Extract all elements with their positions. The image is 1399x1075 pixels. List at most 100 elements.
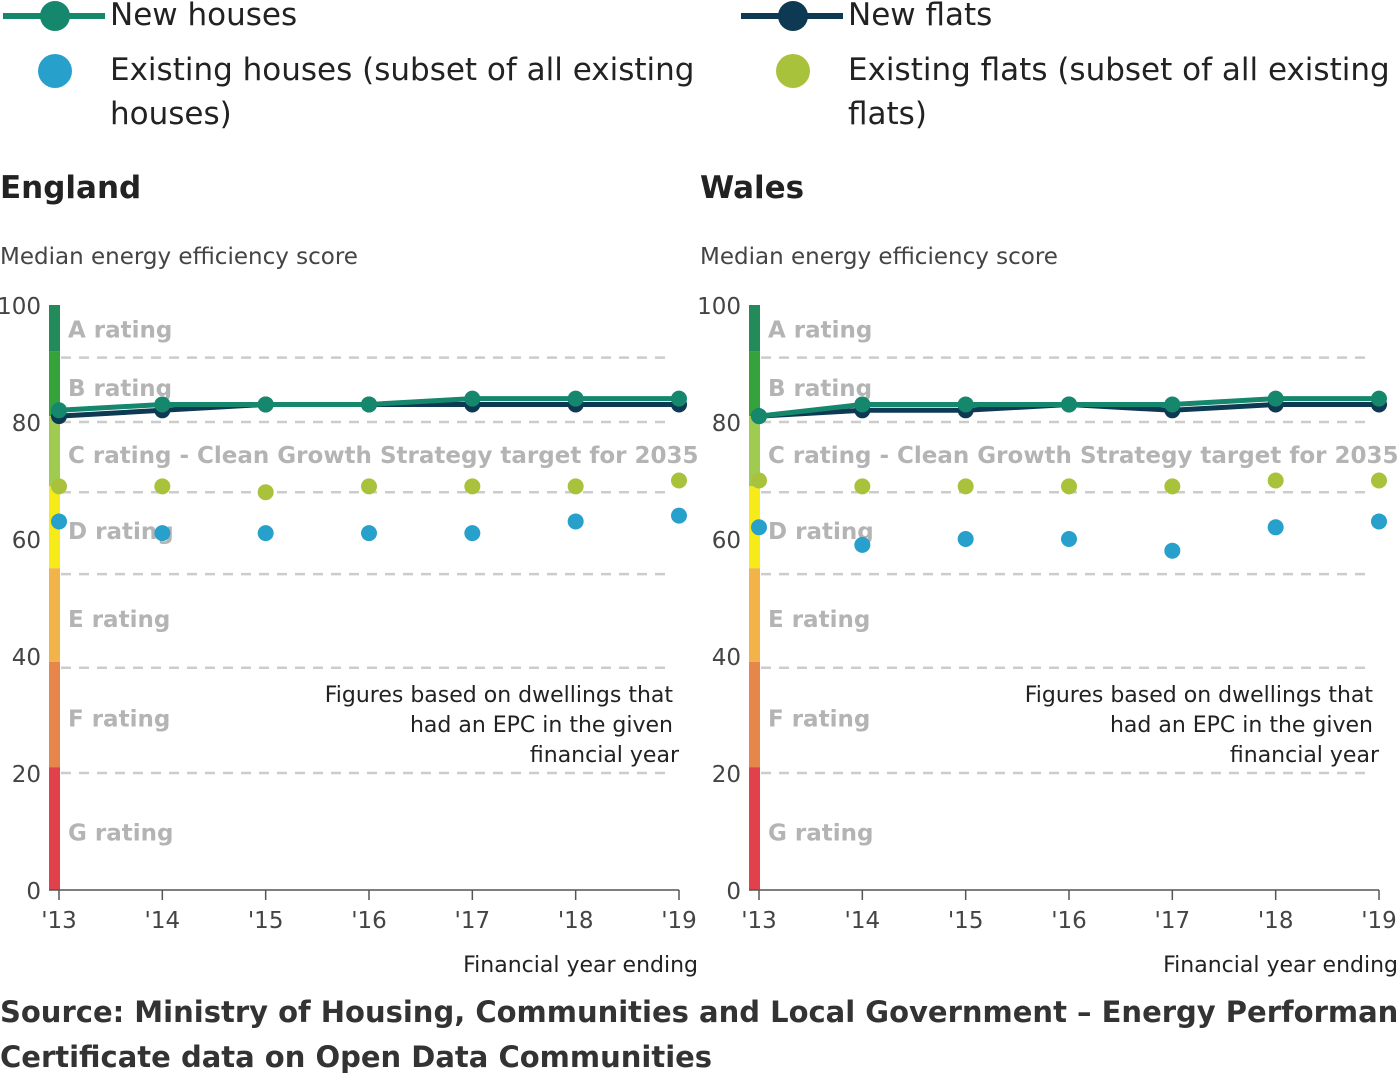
data-point: [1371, 472, 1387, 489]
data-point: [751, 519, 767, 536]
x-tick-label: '16: [1051, 908, 1087, 934]
rating-band-label: G rating: [768, 821, 873, 847]
legend-label: New houses: [110, 0, 297, 33]
data-point: [361, 525, 377, 542]
y-tick-label: 40: [712, 645, 741, 671]
rating-band-label: G rating: [68, 821, 173, 847]
data-point: [361, 478, 377, 495]
legend-label: houses): [110, 96, 232, 132]
data-point: [51, 402, 67, 419]
source-note: Source: Ministry of Housing, Communities…: [0, 995, 1399, 1029]
annotation-text: Figures based on dwellings that: [325, 683, 674, 708]
y-tick-label: 20: [712, 762, 741, 788]
x-tick-label: '13: [41, 908, 77, 934]
chart-panel-england: England Median energy efficiency score A r…: [0, 170, 699, 978]
rating-band-swatch: [49, 661, 60, 768]
rating-band-label: C rating - Clean Growth Strategy target …: [68, 443, 699, 469]
rating-band-swatch: [49, 351, 60, 417]
x-tick-label: '17: [1155, 908, 1191, 934]
legend-item-existing-flats: Existing flats (subset of all existing fl…: [776, 52, 1390, 132]
data-point: [257, 396, 274, 413]
x-tick-label: '14: [845, 908, 881, 934]
data-point: [257, 525, 274, 542]
data-point: [751, 472, 767, 489]
rating-band-swatch: [49, 767, 60, 890]
x-tick-label: '19: [1361, 908, 1397, 934]
rating-band-label: F rating: [768, 706, 870, 732]
annotation-text: had an EPC in the given: [1110, 713, 1373, 738]
annotation-text: financial year: [530, 743, 680, 768]
data-point: [154, 396, 171, 413]
y-tick-label: 20: [12, 762, 41, 788]
legend-label: flats): [848, 96, 927, 132]
data-point: [751, 408, 767, 425]
annotation-text: had an EPC in the given: [410, 713, 673, 738]
rating-band-label: A rating: [68, 317, 172, 343]
data-point: [257, 484, 274, 501]
x-axis-title: Financial year ending: [463, 953, 698, 978]
x-tick-label: '19: [661, 908, 697, 934]
rating-band-label: B rating: [768, 376, 872, 402]
legend-item-new-flats: New flats: [741, 0, 992, 33]
rating-band-label: B rating: [68, 376, 172, 402]
series-existing-houses-subset-of-all-existing-houses: [51, 507, 687, 542]
data-point: [1371, 390, 1387, 407]
y-tick-label: 60: [712, 528, 741, 554]
rating-band-label: E rating: [768, 607, 870, 633]
data-point: [957, 531, 974, 547]
data-point: [671, 472, 687, 489]
series-existing-houses-subset-of-all-existing-houses: [751, 513, 1387, 559]
annotation-text: financial year: [1230, 743, 1380, 768]
y-tick-label: 80: [712, 411, 741, 437]
chart-title: England: [0, 170, 141, 206]
series-new-houses: [751, 390, 1387, 425]
legend-dot-swatch: [38, 54, 72, 88]
data-point: [464, 525, 481, 542]
chart-panel-wales: Wales Median energy efficiency score A rat…: [697, 170, 1398, 978]
x-tick-label: '16: [351, 908, 387, 934]
data-point: [854, 536, 871, 553]
legend-item-existing-houses: Existing houses (subset of all existing h…: [38, 52, 694, 132]
rating-band-label: A rating: [768, 317, 872, 343]
x-tick-label: '15: [948, 908, 984, 934]
rating-band-swatch: [749, 351, 760, 417]
rating-band-label: C rating - Clean Growth Strategy target …: [768, 443, 1399, 469]
data-point: [567, 390, 584, 407]
y-tick-label: 0: [26, 879, 41, 905]
rating-band-swatch: [749, 661, 760, 768]
data-point: [51, 478, 67, 495]
data-point: [854, 478, 871, 495]
data-point: [1061, 478, 1077, 495]
annotation-text: Figures based on dwellings that: [1025, 683, 1374, 708]
x-tick-label: '18: [558, 908, 594, 934]
data-point: [464, 390, 481, 407]
legend-label: Existing houses (subset of all existing: [110, 52, 694, 88]
x-tick-label: '14: [145, 908, 181, 934]
data-point: [671, 390, 687, 407]
data-point: [1164, 396, 1181, 413]
legend-dot-swatch: [776, 54, 810, 88]
rating-band-swatch: [749, 305, 760, 352]
rating-band-swatch: [749, 416, 760, 487]
x-tick-label: '17: [455, 908, 491, 934]
source-note: Certificate data on Open Data Communitie…: [0, 1040, 712, 1074]
rating-band-swatch: [749, 568, 760, 662]
data-point: [854, 396, 871, 413]
data-point: [1164, 542, 1181, 559]
legend-label: Existing flats (subset of all existing: [848, 52, 1390, 88]
data-point: [957, 396, 974, 413]
y-tick-label: 80: [12, 411, 41, 437]
legend-item-new-houses: New houses: [3, 0, 297, 33]
series-existing-flats-subset-of-all-existing-flats: [51, 472, 687, 501]
x-tick-label: '15: [248, 908, 284, 934]
y-axis-title: Median energy efficiency score: [700, 244, 1058, 270]
y-tick-label: 60: [12, 528, 41, 554]
data-point: [1061, 396, 1077, 413]
data-point: [567, 478, 584, 495]
x-axis-title: Financial year ending: [1163, 953, 1398, 978]
legend-marker: [40, 1, 70, 31]
legend-label: New flats: [848, 0, 992, 33]
data-point: [1267, 519, 1284, 536]
legend: New houses New flats Existing houses (subs…: [3, 0, 1390, 132]
data-point: [51, 513, 67, 530]
